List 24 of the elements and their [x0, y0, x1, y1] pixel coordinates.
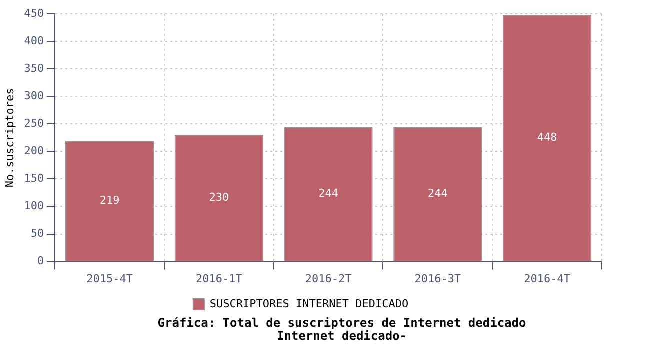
y-tick-label: 300 — [24, 89, 44, 102]
y-axis-title: No.suscriptores — [3, 88, 16, 188]
legend-label: SUSCRIPTORES INTERNET DEDICADO — [210, 297, 409, 310]
y-tick-label: 250 — [24, 116, 44, 130]
x-tick-label: 2016-1T — [196, 272, 243, 286]
data-label: 244 — [318, 187, 339, 200]
y-tick-label: 350 — [24, 62, 44, 75]
x-tick-label: 2016-2T — [305, 272, 352, 286]
x-tick-label: 2016-4T — [524, 272, 571, 286]
y-tick-label: 450 — [24, 6, 44, 20]
data-label: 244 — [428, 187, 448, 200]
text: Gráfica: Total de suscriptores de Internet dedicado — [158, 316, 526, 330]
text: Internet dedicado- — [276, 329, 408, 344]
y-tick-label: 200 — [24, 144, 44, 158]
y-tick-label: 100 — [24, 200, 44, 213]
x-tick-label: 2016-3T — [414, 272, 462, 286]
y-tick-label: 0 — [37, 254, 44, 268]
data-label: 230 — [209, 191, 230, 204]
y-tick-label: 50 — [30, 227, 44, 240]
x-tick-label: 2015-4T — [86, 272, 134, 286]
data-label: 219 — [100, 194, 120, 208]
y-tick-label: 400 — [24, 34, 44, 48]
data-label: 448 — [537, 131, 558, 144]
y-tick-label: 150 — [24, 172, 44, 186]
